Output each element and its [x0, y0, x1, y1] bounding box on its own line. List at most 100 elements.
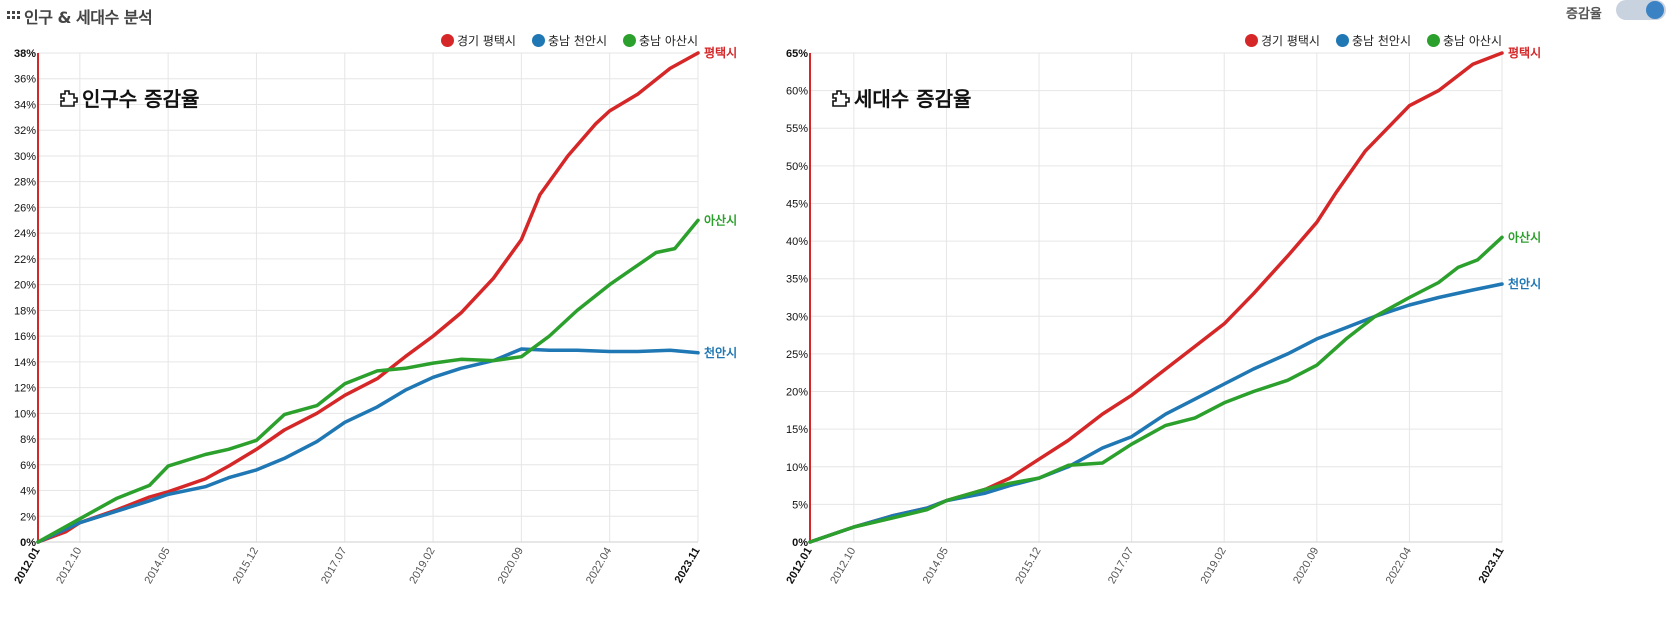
x-tick-label: 2014.05	[142, 546, 172, 586]
legend-dot	[622, 34, 636, 47]
legend-item[interactable]: 충남 천안시	[1335, 32, 1411, 49]
series-line-cheonan	[808, 282, 1504, 544]
y-tick-label: 20%	[14, 280, 36, 292]
population-chart-panel: 0% 2% 4% 6% 8% 10% 12% 14% 16% 18% 20% 22% 24% 26% 28%…	[0, 28, 820, 628]
x-tick-label: 2020.09	[1291, 546, 1321, 586]
x-tick-label: 2017.07	[1106, 546, 1136, 586]
y-tick-label: 4%	[20, 486, 36, 498]
legend-item[interactable]: 경기 평택시	[440, 32, 516, 49]
y-tick-label: 35%	[786, 274, 808, 286]
series-line-asan	[36, 218, 700, 544]
x-tick-label: 2012.10	[828, 546, 858, 586]
series-end-label: 아산시	[1508, 229, 1541, 244]
y-tick-label: 14%	[14, 357, 36, 369]
rate-toggle-switch[interactable]	[1616, 0, 1666, 20]
x-tick-label: 2014.05	[921, 546, 951, 586]
x-tick-label: 2020.09	[496, 546, 526, 586]
y-tick-label: 0%	[20, 537, 36, 549]
y-tick-label: 24%	[14, 228, 36, 240]
y-tick-label: 16%	[14, 331, 36, 343]
series-line-pyeongtaek	[36, 51, 700, 544]
x-tick-label: 2019.02	[1199, 546, 1229, 586]
y-tick-label: 15%	[786, 424, 808, 436]
toggle-knob[interactable]	[1646, 1, 1664, 19]
toggle-label: 증감율	[1566, 7, 1602, 22]
y-tick-label: 22%	[14, 254, 36, 266]
x-tick-label: 2012.10	[54, 546, 84, 586]
puzzle-icon-shape	[832, 89, 850, 107]
y-tick-label: 34%	[14, 99, 36, 111]
x-tick-label: 2012.01	[784, 546, 814, 586]
chart-svg: 0% 2% 4% 6% 8% 10% 12% 14% 16% 18% 20% 22% 24% 26% 28%…	[12, 45, 737, 586]
legend-dot	[1335, 34, 1349, 47]
series-end-label: 평택시	[1508, 45, 1541, 60]
y-tick-label: 20%	[786, 387, 808, 399]
y-tick-label: 18%	[14, 305, 36, 317]
y-tick-label: 36%	[14, 74, 36, 86]
x-tick-label: 2017.07	[319, 546, 349, 586]
y-tick-label: 5%	[792, 499, 808, 511]
y-tick-label: 25%	[786, 349, 808, 361]
x-tick-label: 2023.11	[673, 546, 703, 586]
x-tick-label: 2022.04	[1384, 546, 1414, 586]
series-line-cheonan	[36, 347, 700, 544]
y-tick-label: 30%	[14, 151, 36, 163]
series-end-label: 천안시	[704, 345, 737, 360]
y-tick-label: 38%	[14, 48, 36, 60]
y-tick-label: 28%	[14, 177, 36, 189]
x-tick-label: 2015.12	[1013, 546, 1043, 586]
legend-label: 충남 아산시	[638, 34, 698, 48]
y-tick-label: 12%	[14, 383, 36, 395]
legend-label: 충남 천안시	[1351, 34, 1411, 48]
legend-label: 경기 평택시	[456, 34, 516, 48]
page-title: 인구 & 세대수 분석	[24, 8, 153, 27]
legend-dot	[531, 34, 545, 47]
legend-label: 충남 아산시	[1442, 34, 1502, 48]
x-tick-label: 2022.04	[584, 546, 614, 586]
header-bar: 인구 & 세대수 분석 증감율	[0, 0, 1667, 30]
puzzle-icon	[60, 89, 78, 107]
chart-title: 세대수 증감율	[830, 83, 971, 112]
series-line-pyeongtaek	[808, 51, 1504, 544]
chart-title-text: 인구수 증감율	[82, 87, 200, 111]
chart-title-text: 세대수 증감율	[854, 87, 972, 111]
y-tick-label: 40%	[786, 236, 808, 248]
y-tick-label: 26%	[14, 202, 36, 214]
x-tick-label: 2012.01	[12, 546, 42, 586]
chart-legend: 경기 평택시 충남 천안시 충남 아산시	[1244, 32, 1502, 49]
y-tick-label: 10%	[786, 462, 808, 474]
y-tick-label: 30%	[786, 311, 808, 323]
y-tick-label: 32%	[14, 125, 36, 137]
y-tick-label: 65%	[786, 48, 808, 60]
y-tick-label: 50%	[786, 161, 808, 173]
y-tick-label: 2%	[20, 511, 36, 523]
legend-item[interactable]: 충남 아산시	[1426, 32, 1502, 49]
series-line-asan	[808, 235, 1504, 544]
legend-item[interactable]: 경기 평택시	[1244, 32, 1320, 49]
puzzle-icon	[832, 89, 850, 107]
x-tick-label: 2015.12	[231, 546, 261, 586]
x-tick-label: 2023.11	[1477, 546, 1507, 586]
legend-label: 경기 평택시	[1260, 34, 1320, 48]
puzzle-icon-shape	[60, 89, 78, 107]
x-tick-label: 2019.02	[407, 546, 437, 586]
legend-item[interactable]: 충남 천안시	[531, 32, 607, 49]
series-end-label: 천안시	[1508, 276, 1541, 291]
chart-svg: 0% 5% 10% 15% 20% 25% 30% 35% 40% 45% 50% 55% 60% 65%…	[784, 45, 1541, 586]
chart-legend: 경기 평택시 충남 천안시 충남 아산시	[440, 32, 698, 49]
chart-title: 인구수 증감율	[58, 83, 199, 112]
legend-label: 충남 천안시	[547, 34, 607, 48]
y-tick-label: 8%	[20, 434, 36, 446]
legend-dot	[1426, 34, 1440, 47]
y-tick-label: 60%	[786, 86, 808, 98]
y-tick-label: 45%	[786, 198, 808, 210]
y-tick-label: 55%	[786, 123, 808, 135]
y-tick-label: 6%	[20, 460, 36, 472]
grid-icon	[7, 11, 22, 22]
series-end-label: 아산시	[704, 212, 737, 227]
series-end-label: 평택시	[704, 45, 737, 60]
y-tick-label: 10%	[14, 408, 36, 420]
legend-item[interactable]: 충남 아산시	[622, 32, 698, 49]
legend-dot	[440, 34, 454, 47]
household-chart-panel: 0% 5% 10% 15% 20% 25% 30% 35% 40% 45% 50% 55% 60% 65%…	[780, 28, 1667, 628]
